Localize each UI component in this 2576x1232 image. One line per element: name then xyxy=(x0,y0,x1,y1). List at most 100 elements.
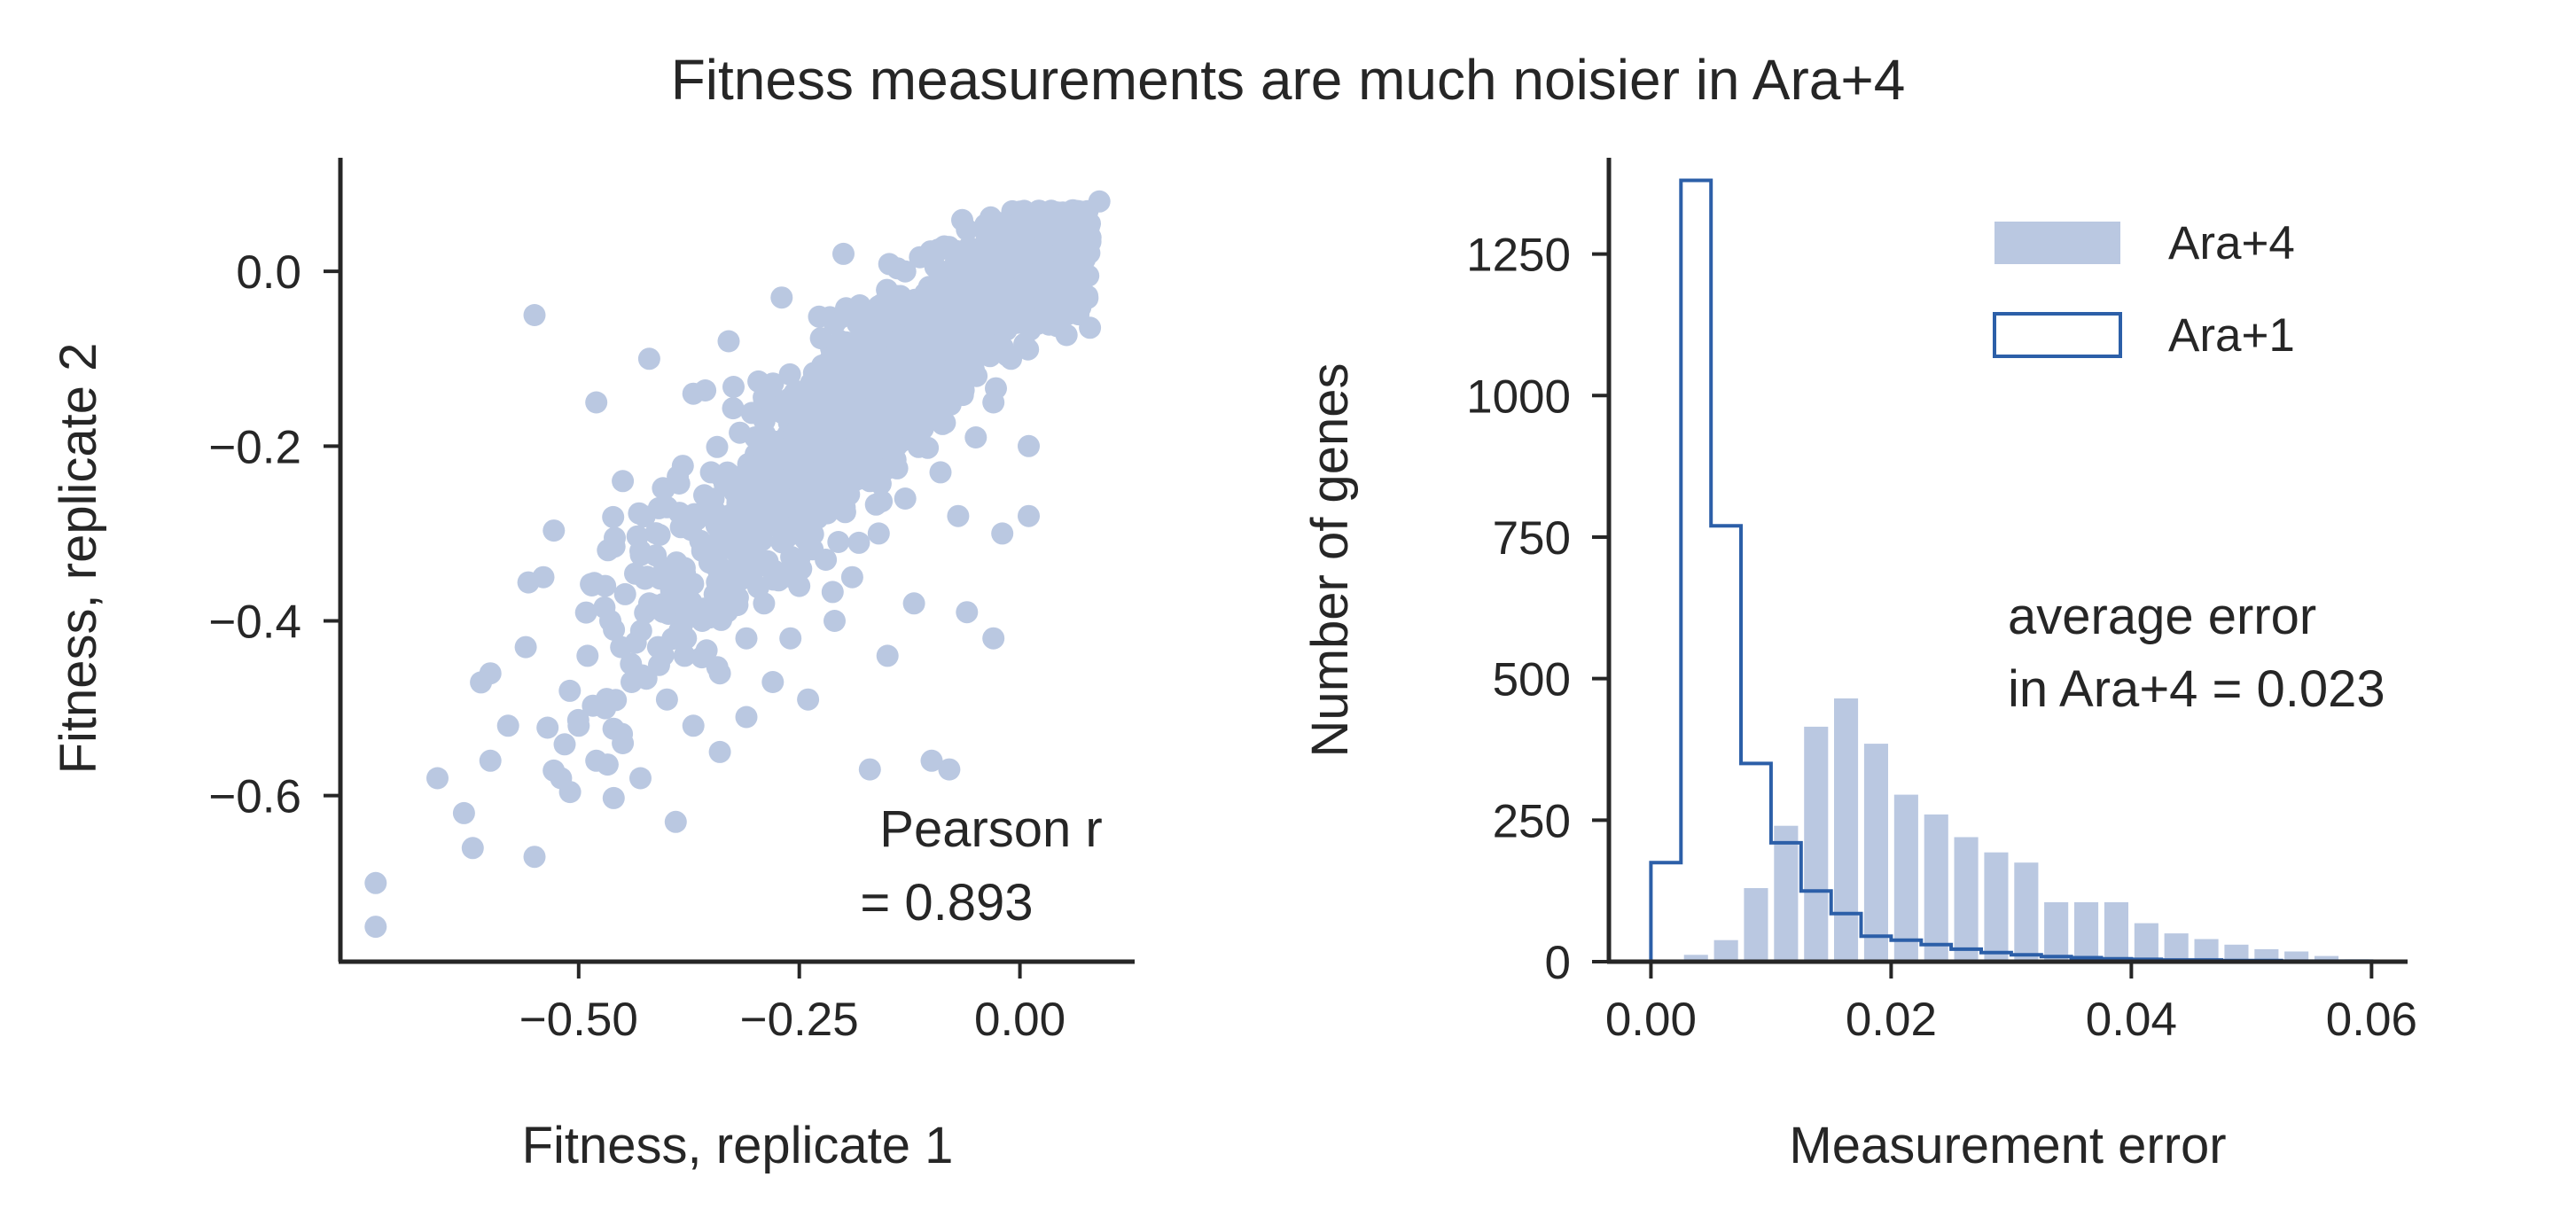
scatter-point xyxy=(931,412,954,435)
scatter-point xyxy=(620,652,643,675)
scatter-point xyxy=(691,610,714,632)
histogram-average-error-line2: in Ara+4 = 0.023 xyxy=(2008,660,2385,718)
scatter-point xyxy=(624,562,646,585)
legend-swatch-ara4 xyxy=(1994,222,2120,264)
scatter-x-axis-label: Fitness, replicate 1 xyxy=(522,1117,954,1174)
scatter-point xyxy=(479,749,502,772)
scatter-point xyxy=(585,749,608,772)
ara4-bar xyxy=(1683,955,1708,962)
scatter-point xyxy=(849,347,872,370)
scatter-y-tick-label: −0.2 xyxy=(208,421,301,473)
scatter-x-tick-label: −0.50 xyxy=(519,994,638,1046)
scatter-point xyxy=(624,631,647,654)
scatter-point xyxy=(982,269,1005,292)
scatter-point xyxy=(770,286,793,309)
scatter-point xyxy=(902,592,925,615)
scatter-point xyxy=(761,671,785,693)
scatter-point xyxy=(920,242,943,265)
ara4-bar xyxy=(2194,939,2219,962)
scatter-point xyxy=(1000,347,1023,370)
scatter-point xyxy=(576,644,599,667)
ara4-bar xyxy=(2164,933,2189,962)
ara4-bar xyxy=(2044,901,2069,962)
scatter-point xyxy=(1045,309,1068,332)
scatter-point xyxy=(740,534,763,557)
scatter-point xyxy=(722,376,745,398)
scatter-point xyxy=(742,455,764,478)
scatter-point xyxy=(894,260,917,283)
histogram-x-tick-label: 0.06 xyxy=(2326,994,2417,1046)
scatter-point xyxy=(902,365,925,387)
scatter-point xyxy=(637,347,660,370)
figure-suptitle: Fitness measurements are much noisier in… xyxy=(671,48,1906,112)
scatter-point xyxy=(479,662,502,685)
scatter-point xyxy=(594,697,617,720)
scatter-point xyxy=(956,601,979,624)
scatter-pearson-annotation-line1: Pearson r xyxy=(879,800,1102,858)
scatter-point xyxy=(646,635,669,659)
scatter-point xyxy=(664,810,687,833)
scatter-point xyxy=(885,434,908,457)
histogram-y-tick-label: 1250 xyxy=(1466,230,1571,282)
scatter-point xyxy=(991,242,1014,265)
ara4-bar xyxy=(2014,862,2039,962)
scatter-point xyxy=(1000,225,1023,248)
scatter-point xyxy=(550,767,573,790)
scatter-point xyxy=(938,277,961,300)
scatter-point xyxy=(867,295,890,318)
scatter-panel: −0.50 −0.25 0.00 0.0 −0.2 −0.4 −0.6 Fitness, … xyxy=(50,158,1135,1174)
scatter-point xyxy=(964,426,987,448)
ara4-bar xyxy=(2104,901,2128,962)
ara4-bar xyxy=(1863,744,1888,962)
scatter-point xyxy=(1026,242,1049,265)
scatter-point xyxy=(876,391,899,414)
scatter-y-tick-label: 0.0 xyxy=(236,246,301,299)
histogram-y-tick-label: 500 xyxy=(1493,654,1571,706)
scatter-point xyxy=(629,767,652,790)
scatter-point xyxy=(706,557,729,580)
scatter-point xyxy=(543,519,566,542)
scatter-point xyxy=(863,374,886,397)
scatter-point xyxy=(858,758,881,781)
scatter-point xyxy=(982,627,1005,650)
scatter-point xyxy=(973,330,996,353)
scatter-point xyxy=(858,470,881,493)
scatter-point xyxy=(602,505,625,528)
scatter-point xyxy=(536,716,559,739)
histogram-y-tick-label: 750 xyxy=(1493,512,1571,565)
scatter-point xyxy=(741,500,764,523)
scatter-point xyxy=(558,679,582,702)
scatter-point xyxy=(947,312,970,335)
scatter-point xyxy=(717,574,740,597)
scatter-point xyxy=(920,749,943,772)
scatter-point xyxy=(740,402,763,425)
scatter-point xyxy=(1018,434,1040,457)
scatter-x-tick-label: −0.25 xyxy=(740,994,859,1046)
scatter-point xyxy=(726,513,749,536)
scatter-point xyxy=(964,286,987,309)
scatter-point xyxy=(602,786,625,809)
ara4-bar xyxy=(1984,852,2009,962)
scatter-point xyxy=(523,304,546,326)
scatter-point xyxy=(644,522,667,545)
scatter-point xyxy=(982,391,1005,414)
scatter-point xyxy=(821,581,844,604)
scatter-point xyxy=(585,391,608,414)
scatter-point xyxy=(948,339,971,362)
scatter-point xyxy=(827,531,850,553)
ara4-bar xyxy=(2314,955,2339,962)
scatter-point xyxy=(847,531,870,554)
scatter-point xyxy=(567,714,590,737)
scatter-point xyxy=(885,330,908,353)
scatter-point xyxy=(766,563,789,586)
scatter-point xyxy=(722,397,745,420)
histogram-legend: Ara+4 Ara+1 xyxy=(1993,217,2295,362)
scatter-point xyxy=(1034,260,1058,283)
scatter-y-tick-label: −0.4 xyxy=(208,597,301,649)
scatter-point xyxy=(753,386,776,409)
scatter-point xyxy=(364,916,387,939)
scatter-y-axis-label: Fitness, replicate 2 xyxy=(50,343,107,775)
scatter-point xyxy=(532,565,555,589)
scatter-point xyxy=(612,470,635,493)
scatter-point xyxy=(1017,338,1040,361)
